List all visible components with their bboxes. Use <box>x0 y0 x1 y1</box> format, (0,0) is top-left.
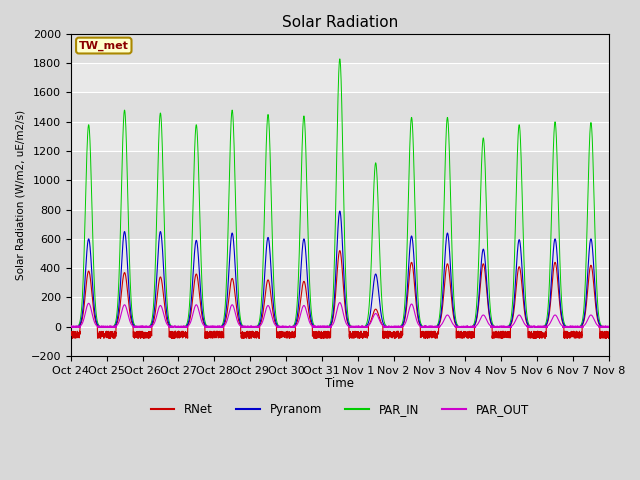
Bar <box>71 268 609 298</box>
Bar <box>71 93 609 122</box>
Text: TW_met: TW_met <box>79 40 129 51</box>
Bar <box>71 327 609 356</box>
Bar <box>71 151 609 180</box>
Y-axis label: Solar Radiation (W/m2, uE/m2/s): Solar Radiation (W/m2, uE/m2/s) <box>15 110 25 280</box>
Legend: RNet, Pyranom, PAR_IN, PAR_OUT: RNet, Pyranom, PAR_IN, PAR_OUT <box>146 398 534 421</box>
Bar <box>71 210 609 239</box>
X-axis label: Time: Time <box>325 377 355 390</box>
Bar <box>71 34 609 63</box>
Title: Solar Radiation: Solar Radiation <box>282 15 398 30</box>
